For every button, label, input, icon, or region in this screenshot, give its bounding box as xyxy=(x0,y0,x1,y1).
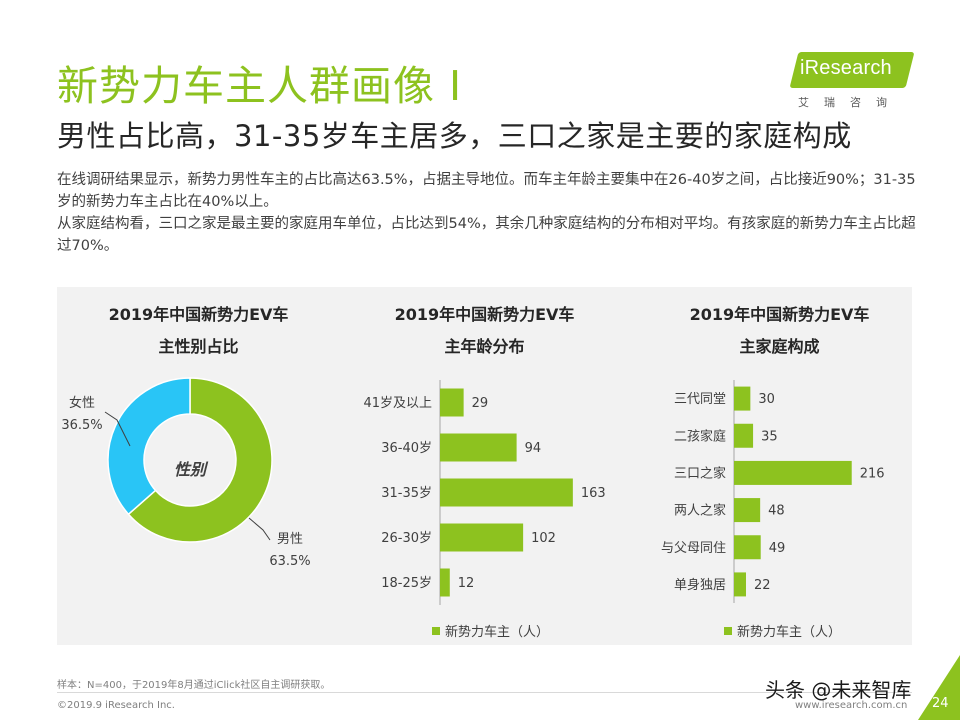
footer-divider xyxy=(57,692,912,693)
donut-slice-1 xyxy=(107,377,191,516)
page-subtitle: 男性占比高，31-35岁车主居多，三口之家是主要的家庭构成 xyxy=(57,119,852,153)
age-bar-chart: 41岁及以上 29 36-40岁 94 31-35岁 163 26-30岁 102 18-25岁… xyxy=(363,380,606,640)
family-value-label-2: 216 xyxy=(860,466,885,481)
age-value-label-1: 94 xyxy=(525,441,542,456)
gender-donut-chart: 性别 女性 36.5% 男性 63.5% xyxy=(61,377,311,569)
logo-cn-text: 艾瑞咨询 xyxy=(798,96,902,109)
age-value-label-4: 12 xyxy=(458,576,475,591)
family-bar-3 xyxy=(734,498,761,523)
age-bar-0 xyxy=(440,388,464,417)
description-line-1: 在线调研结果显示，新势力男性车主的占比高达63.5%，占据主导地位。而车主年龄主… xyxy=(57,172,916,210)
logo-text: iResearch xyxy=(800,57,892,79)
age-category-label-4: 18-25岁 xyxy=(381,576,432,591)
female-value-label: 36.5% xyxy=(61,418,102,433)
family-value-label-3: 48 xyxy=(768,504,785,519)
page-number: 24 xyxy=(932,696,949,711)
family-category-label-3: 两人之家 xyxy=(674,503,726,519)
family-legend-label: 新势力车主（人） xyxy=(737,624,841,640)
family-category-label-4: 与父母同住 xyxy=(661,541,726,556)
family-bar-4 xyxy=(734,535,761,560)
age-legend-swatch xyxy=(432,627,440,635)
age-chart-title-line1: 2019年中国新势力EV车 xyxy=(394,305,575,324)
family-bar-5 xyxy=(734,572,746,597)
family-category-label-1: 二孩家庭 xyxy=(674,428,726,444)
male-value-label: 63.5% xyxy=(269,554,310,569)
page-title: 新势力车主人群画像 I xyxy=(57,62,463,110)
age-chart-title: 2019年中国新势力EV车 主年龄分布 xyxy=(342,299,627,363)
female-leader-line xyxy=(104,411,131,447)
family-value-label-0: 30 xyxy=(758,392,775,407)
page-corner-triangle xyxy=(918,655,960,720)
age-bar-1 xyxy=(440,433,517,462)
watermark: 头条 @未来智库 xyxy=(765,678,912,702)
family-bar-2 xyxy=(734,460,852,485)
family-category-label-0: 三代同堂 xyxy=(674,392,726,407)
iresearch-logo: iResearch 艾瑞咨询 xyxy=(789,50,916,110)
age-category-label-2: 31-35岁 xyxy=(381,486,432,501)
male-leader-line xyxy=(248,517,271,541)
family-bar-1 xyxy=(734,423,754,448)
age-category-label-3: 26-30岁 xyxy=(381,531,432,546)
family-bar-0 xyxy=(734,386,751,411)
donut-slice-0 xyxy=(127,377,273,543)
female-label: 女性 xyxy=(69,395,95,411)
age-value-label-3: 102 xyxy=(531,531,556,546)
age-chart-title-line2: 主年龄分布 xyxy=(444,337,525,356)
copyright: ©2019.9 iResearch Inc. xyxy=(57,700,175,711)
gender-chart-title-line2: 主性别占比 xyxy=(158,337,239,356)
footnote: 样本：N=400，于2019年8月通过iClick社区自主调研获取。 xyxy=(57,680,331,691)
family-bar-chart: 三代同堂 30 二孩家庭 35 三口之家 216 两人之家 48 与父母同住 49 单身独居 22 新势… xyxy=(661,380,885,640)
family-value-label-4: 49 xyxy=(769,541,786,556)
family-legend-swatch xyxy=(724,627,732,635)
site-url: www.iresearch.com.cn xyxy=(795,700,908,711)
gender-chart-title: 2019年中国新势力EV车 主性别占比 xyxy=(57,299,340,363)
age-bar-4 xyxy=(440,568,450,597)
family-chart-title: 2019年中国新势力EV车 主家庭构成 xyxy=(637,299,922,363)
family-category-label-2: 三口之家 xyxy=(674,465,726,481)
family-chart-title-line1: 2019年中国新势力EV车 xyxy=(689,305,870,324)
donut-center-label: 性别 xyxy=(174,460,209,479)
male-label: 男性 xyxy=(277,532,303,547)
age-category-label-0: 41岁及以上 xyxy=(363,396,432,411)
description: 在线调研结果显示，新势力男性车主的占比高达63.5%，占据主导地位。而车主年龄主… xyxy=(57,169,917,257)
family-category-label-5: 单身独居 xyxy=(674,577,726,593)
age-value-label-0: 29 xyxy=(472,396,489,411)
description-line-2: 从家庭结构看，三口之家是最主要的家庭用车单位，占比达到54%，其余几种家庭结构的… xyxy=(57,216,916,254)
age-category-label-1: 36-40岁 xyxy=(381,441,432,456)
age-bar-2 xyxy=(440,478,573,507)
age-legend-label: 新势力车主（人） xyxy=(445,624,549,640)
gender-chart-title-line1: 2019年中国新势力EV车 xyxy=(108,305,289,324)
family-chart-title-line2: 主家庭构成 xyxy=(739,337,820,356)
family-value-label-5: 22 xyxy=(754,578,771,593)
age-value-label-2: 163 xyxy=(581,486,606,501)
family-value-label-1: 35 xyxy=(761,429,778,444)
age-bar-3 xyxy=(440,523,524,552)
